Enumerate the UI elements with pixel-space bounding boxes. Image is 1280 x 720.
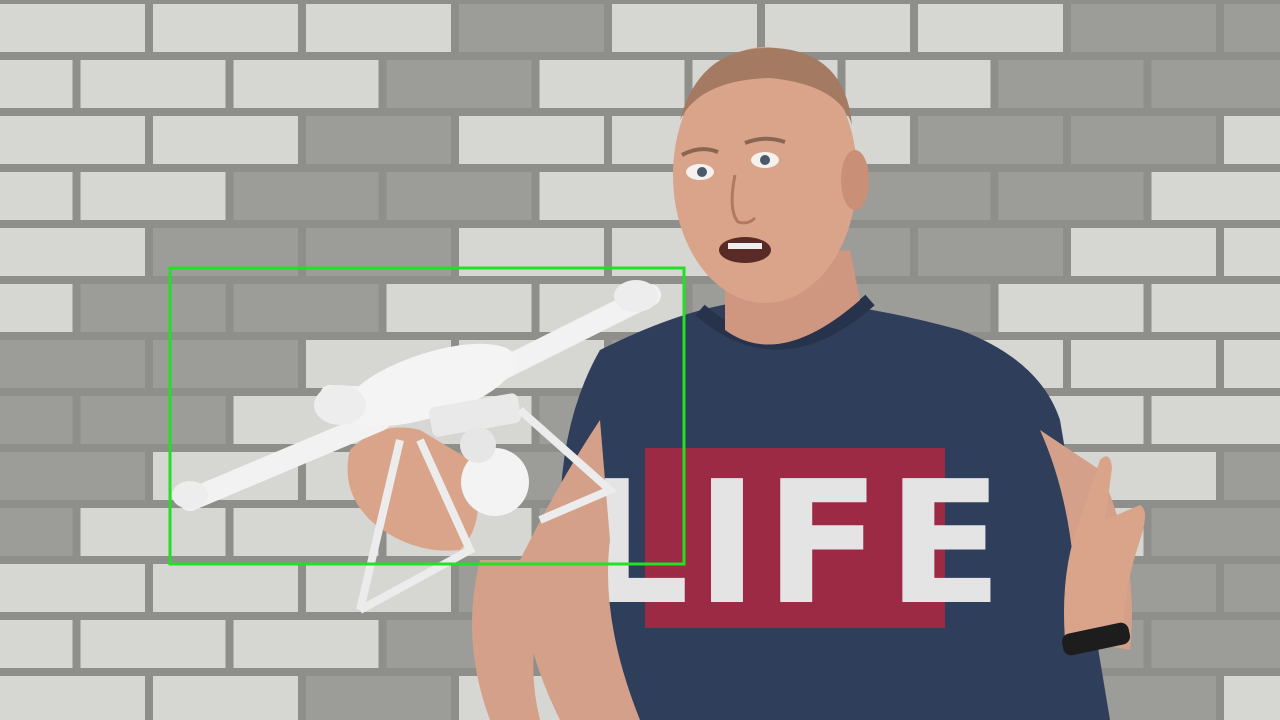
brick (1224, 4, 1280, 52)
brick (459, 4, 604, 52)
brick (1151, 508, 1280, 556)
brick (1071, 4, 1216, 52)
brick (0, 564, 145, 612)
brick (918, 4, 1063, 52)
brick (0, 116, 145, 164)
brick (0, 452, 145, 500)
brick (998, 284, 1144, 332)
brick (80, 172, 226, 220)
brick (918, 116, 1063, 164)
brick (0, 4, 145, 52)
brick (1224, 564, 1280, 612)
brick (233, 60, 379, 108)
brick (306, 116, 451, 164)
brick (1224, 676, 1280, 720)
brick (386, 60, 532, 108)
detection-box (168, 266, 686, 566)
brick (0, 172, 73, 220)
person-head (673, 47, 857, 303)
brick (1071, 116, 1216, 164)
brick (1151, 172, 1280, 220)
person-mouth (719, 237, 771, 263)
brick (0, 676, 145, 720)
brick (233, 508, 379, 556)
shirt-print-text: LIFE (581, 445, 1009, 643)
brick (1224, 228, 1280, 276)
brick (233, 172, 379, 220)
brick (0, 284, 73, 332)
brick (1071, 228, 1216, 276)
brick (153, 564, 298, 612)
brick (0, 508, 73, 556)
brick (1224, 452, 1280, 500)
drone (172, 280, 661, 614)
brick (80, 508, 226, 556)
brick (0, 60, 73, 108)
brick (233, 284, 379, 332)
brick (765, 4, 910, 52)
brick (80, 60, 226, 108)
brick (539, 60, 685, 108)
brick (80, 620, 226, 668)
watch-band (1061, 622, 1131, 656)
brick (539, 172, 685, 220)
brick (233, 620, 379, 668)
person-right-hand (1064, 456, 1145, 640)
brick (153, 340, 298, 388)
brick (1151, 60, 1280, 108)
brick (306, 676, 451, 720)
brick (1071, 340, 1216, 388)
brick (80, 284, 226, 332)
brick (845, 172, 991, 220)
brick (80, 396, 226, 444)
brick (0, 620, 73, 668)
brick (459, 116, 604, 164)
brick (998, 60, 1144, 108)
person-left-arm (520, 420, 640, 720)
brick (612, 4, 757, 52)
brick (0, 396, 73, 444)
brick (918, 228, 1063, 276)
brick (153, 4, 298, 52)
brick (1224, 340, 1280, 388)
brick (0, 340, 145, 388)
brick (1151, 396, 1280, 444)
brick (153, 676, 298, 720)
shirt-print: LIFE (581, 445, 1009, 643)
brick (306, 4, 451, 52)
brick (845, 60, 991, 108)
brick (1151, 620, 1280, 668)
brick (386, 172, 532, 220)
brick (1151, 284, 1280, 332)
brick (998, 172, 1144, 220)
brick (153, 116, 298, 164)
brick (386, 284, 532, 332)
brick (0, 228, 145, 276)
brick (1224, 116, 1280, 164)
